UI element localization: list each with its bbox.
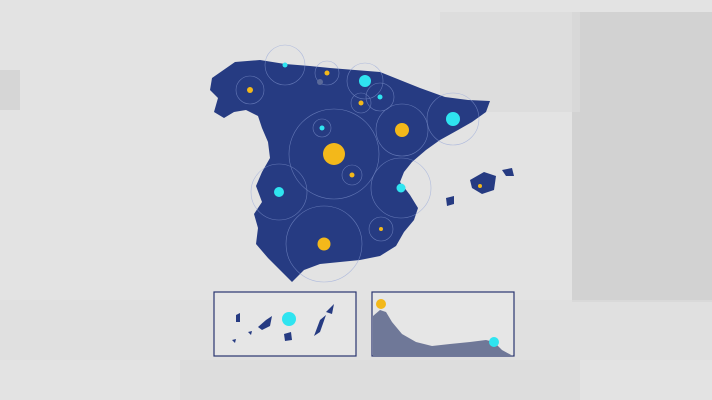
canary-island	[236, 313, 240, 322]
canary-island	[258, 316, 272, 330]
marker-ring	[368, 216, 394, 242]
marker-ring	[375, 103, 429, 157]
cyan-marker	[446, 112, 460, 126]
marker-ring	[365, 82, 395, 112]
cyan-marker	[274, 187, 284, 197]
menorca	[502, 168, 514, 176]
marker-ring	[288, 108, 380, 200]
marker-ring	[235, 75, 265, 105]
yellow-marker	[247, 87, 253, 93]
marker-ring	[426, 92, 480, 146]
marker-ring	[264, 44, 306, 86]
yellow-marker	[324, 70, 330, 76]
yellow-marker	[349, 172, 355, 178]
canary-island	[248, 331, 252, 335]
map-rings	[235, 44, 480, 283]
yellow-marker	[358, 100, 364, 106]
yellow-marker	[323, 143, 345, 165]
mainland-spain	[210, 60, 490, 282]
marker-ring	[312, 118, 332, 138]
marker-ring	[285, 205, 363, 283]
marker-ring	[370, 157, 432, 219]
cyan-marker	[317, 79, 323, 85]
cyan-marker	[282, 312, 296, 326]
marker-ring	[341, 164, 363, 186]
cyan-marker	[282, 62, 288, 68]
yellow-marker	[395, 123, 409, 137]
cyan-marker	[489, 337, 499, 347]
map-markers	[247, 62, 499, 347]
cyan-marker	[359, 75, 371, 87]
marker-ring	[346, 62, 384, 100]
canary-island	[284, 332, 292, 341]
canary-island	[314, 315, 326, 336]
yellow-marker	[317, 237, 331, 251]
cyan-marker	[396, 183, 406, 193]
marker-ring	[250, 163, 308, 221]
canary-island	[232, 339, 236, 343]
canary-island	[326, 304, 334, 314]
coast-terrain	[373, 310, 513, 356]
yellow-marker	[478, 184, 482, 188]
cyan-marker	[319, 125, 325, 131]
mallorca	[470, 172, 496, 194]
ibiza	[446, 196, 454, 206]
yellow-marker	[379, 227, 383, 231]
marker-ring	[314, 60, 340, 86]
cyan-marker	[377, 94, 383, 100]
yellow-marker	[376, 299, 386, 309]
marker-ring	[350, 92, 372, 114]
